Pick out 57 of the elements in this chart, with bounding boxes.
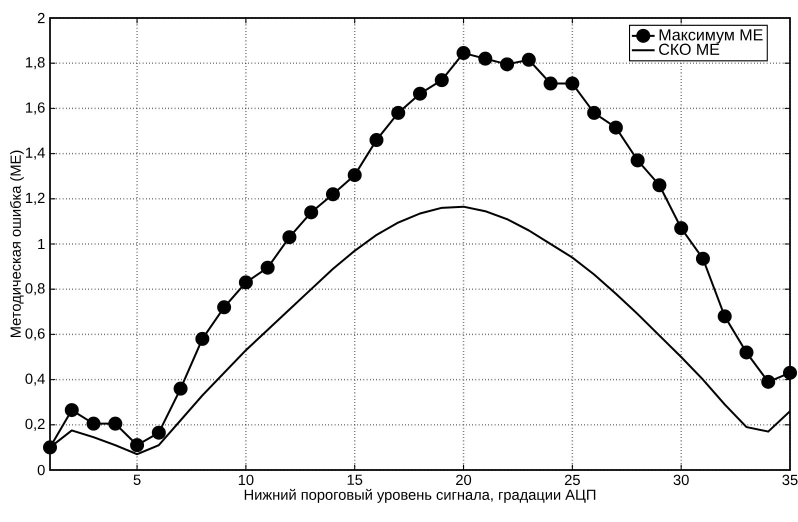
x-tick-label: 30 <box>674 474 689 486</box>
point <box>369 133 384 148</box>
point <box>174 382 188 396</box>
point <box>456 46 471 60</box>
point <box>348 168 362 182</box>
x-tick-label: 5 <box>134 474 141 485</box>
point <box>152 426 166 440</box>
point <box>326 187 340 202</box>
point <box>86 416 101 431</box>
point <box>630 153 645 168</box>
y-axis-title: Методическая ошибка (МЕ) <box>10 150 24 338</box>
x-tick-label: 10 <box>238 474 254 486</box>
point <box>238 275 253 290</box>
point <box>608 120 623 135</box>
point <box>478 52 492 66</box>
point <box>587 106 602 120</box>
y-tick-label: 0,2 <box>25 418 45 431</box>
x-tick-label: 35 <box>782 474 798 486</box>
y-tick-label: 0 <box>38 464 45 476</box>
x-tick-label: 25 <box>564 474 580 486</box>
y-tick-label: 1,6 <box>26 102 45 114</box>
point <box>522 52 536 67</box>
y-tick-label: 0,6 <box>25 328 45 340</box>
x-axis-title: Нижний пороговый уровень сигнала, градации АЦП <box>244 488 596 503</box>
point <box>500 57 514 72</box>
point <box>43 440 58 454</box>
y-tick-label: 2 <box>38 12 45 24</box>
point <box>783 366 798 380</box>
y-tick-label: 0,4 <box>25 374 45 386</box>
point <box>260 260 275 275</box>
point <box>761 374 776 389</box>
point <box>391 106 406 120</box>
point <box>108 416 122 431</box>
point <box>674 221 688 236</box>
point <box>565 76 580 91</box>
point <box>304 205 318 220</box>
point <box>652 178 666 192</box>
point <box>130 438 144 452</box>
point <box>195 332 210 346</box>
x-tick-label: 15 <box>348 474 362 485</box>
y-tick-label: 1 <box>38 238 45 250</box>
point <box>282 230 296 244</box>
legend-label: СКО МЕ <box>659 44 720 55</box>
legend-label: Максимум МЕ <box>660 29 763 44</box>
point <box>718 309 732 324</box>
y-tick-label: 1,8 <box>26 57 45 70</box>
x-tick-label: 20 <box>456 474 472 486</box>
y-tick-label: 1,4 <box>26 148 45 160</box>
point <box>434 73 449 88</box>
point <box>413 86 428 101</box>
y-tick-label: 0,8 <box>25 283 45 296</box>
y-tick-label: 1,2 <box>26 192 45 205</box>
point <box>739 345 754 360</box>
point <box>64 403 79 418</box>
point <box>696 252 710 266</box>
point <box>544 76 558 91</box>
point <box>217 300 232 314</box>
